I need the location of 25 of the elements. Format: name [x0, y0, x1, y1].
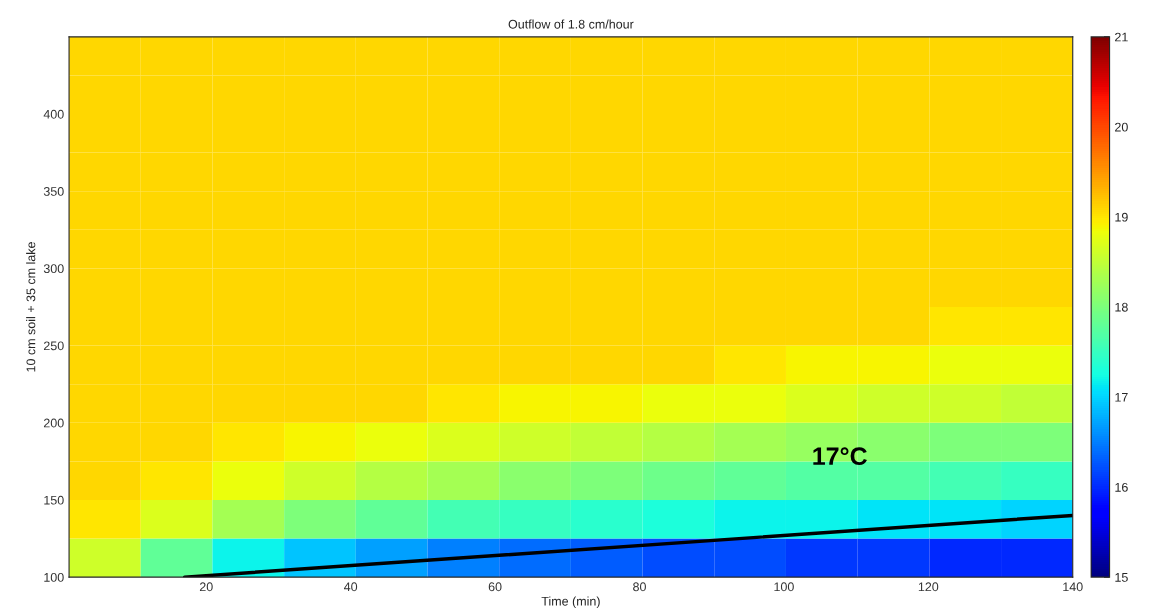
x-tick-label: 140: [1063, 582, 1083, 592]
color-bar-label: 15: [1115, 573, 1128, 582]
color-bar-label: 21: [1115, 32, 1128, 42]
color-bar-label: 20: [1115, 122, 1128, 132]
color-bar-label: 19: [1115, 212, 1128, 222]
y-tick-label: 100: [44, 572, 64, 582]
x-tick-label: 20: [199, 582, 213, 592]
y-tick-label: 350: [43, 187, 64, 196]
y-tick-label: 200: [43, 418, 64, 428]
x-tick-label: 120: [918, 582, 939, 592]
chart-title: Outflow of 1.8 cm/hour: [508, 19, 634, 29]
y-axis-title: 10 cm soil + 35 cm lake: [26, 242, 36, 372]
x-axis-title: Time (min): [541, 596, 600, 609]
y-tick-label: 250: [43, 341, 64, 351]
y-tick-label: 150: [44, 495, 64, 505]
y-tick-label: 300: [43, 264, 64, 274]
color-bar-label: 18: [1115, 302, 1128, 312]
x-tick-label: 100: [774, 582, 794, 592]
color-bar-label: 17: [1115, 392, 1128, 402]
x-tick-label: 80: [633, 582, 646, 592]
y-tick-label: 400: [43, 109, 64, 119]
x-tick-label: 40: [344, 582, 358, 592]
annotation: 17°C: [813, 447, 867, 465]
x-tick-label: 60: [488, 582, 502, 592]
color-bar-label: 16: [1115, 482, 1128, 492]
